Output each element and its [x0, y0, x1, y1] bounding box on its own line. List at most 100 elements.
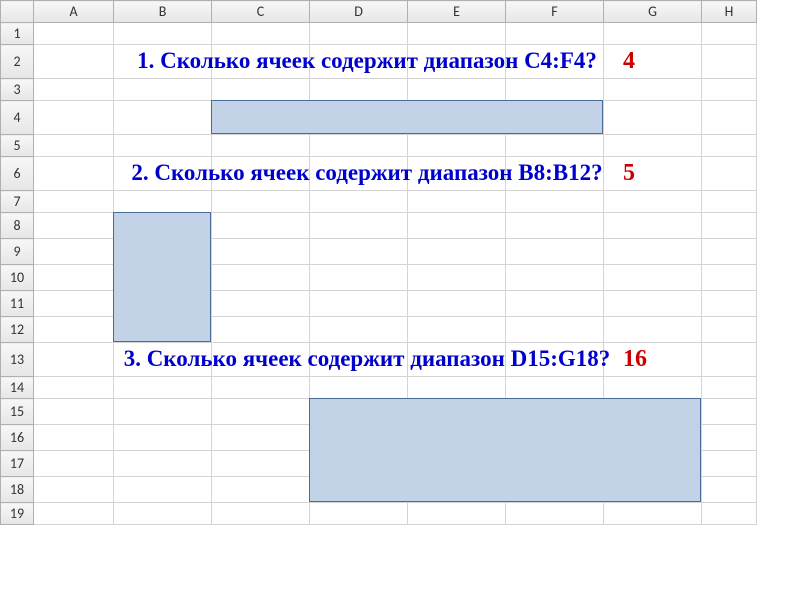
cell-D7[interactable]	[310, 191, 408, 213]
cell-E7[interactable]	[408, 191, 506, 213]
cell-F12[interactable]	[506, 317, 604, 343]
cell-D6[interactable]	[310, 157, 408, 191]
cell-F11[interactable]	[506, 291, 604, 317]
row-header-15[interactable]: 15	[1, 399, 34, 425]
row-header-9[interactable]: 9	[1, 239, 34, 265]
select-all-corner[interactable]	[1, 1, 34, 23]
cell-D2[interactable]	[310, 45, 408, 79]
cell-D18[interactable]	[310, 477, 408, 503]
cell-D5[interactable]	[310, 135, 408, 157]
cell-A6[interactable]	[34, 157, 114, 191]
cell-C6[interactable]	[212, 157, 310, 191]
cell-B12[interactable]	[114, 317, 212, 343]
cell-B3[interactable]	[114, 79, 212, 101]
cell-F1[interactable]	[506, 23, 604, 45]
cell-E17[interactable]	[408, 451, 506, 477]
cell-D10[interactable]	[310, 265, 408, 291]
cell-F4[interactable]	[506, 101, 604, 135]
cell-D17[interactable]	[310, 451, 408, 477]
cell-F15[interactable]	[506, 399, 604, 425]
cell-A19[interactable]	[34, 503, 114, 525]
cell-E1[interactable]	[408, 23, 506, 45]
cell-H4[interactable]	[702, 101, 757, 135]
cell-C8[interactable]	[212, 213, 310, 239]
cell-D12[interactable]	[310, 317, 408, 343]
cell-G9[interactable]	[604, 239, 702, 265]
row-header-19[interactable]: 19	[1, 503, 34, 525]
cell-B2[interactable]	[114, 45, 212, 79]
cell-G17[interactable]	[604, 451, 702, 477]
cell-F9[interactable]	[506, 239, 604, 265]
cell-A5[interactable]	[34, 135, 114, 157]
row-header-4[interactable]: 4	[1, 101, 34, 135]
col-header-G[interactable]: G	[604, 1, 702, 23]
cell-B9[interactable]	[114, 239, 212, 265]
cell-D16[interactable]	[310, 425, 408, 451]
cell-H19[interactable]	[702, 503, 757, 525]
cell-F17[interactable]	[506, 451, 604, 477]
cell-A7[interactable]	[34, 191, 114, 213]
cell-C4[interactable]	[212, 101, 310, 135]
cell-A16[interactable]	[34, 425, 114, 451]
cell-G19[interactable]	[604, 503, 702, 525]
col-header-A[interactable]: A	[34, 1, 114, 23]
cell-F6[interactable]	[506, 157, 604, 191]
cell-D14[interactable]	[310, 377, 408, 399]
cell-E19[interactable]	[408, 503, 506, 525]
cell-B11[interactable]	[114, 291, 212, 317]
cell-A15[interactable]	[34, 399, 114, 425]
cell-E3[interactable]	[408, 79, 506, 101]
cell-D15[interactable]	[310, 399, 408, 425]
row-header-1[interactable]: 1	[1, 23, 34, 45]
col-header-H[interactable]: H	[702, 1, 757, 23]
row-header-6[interactable]: 6	[1, 157, 34, 191]
cell-H11[interactable]	[702, 291, 757, 317]
cell-C19[interactable]	[212, 503, 310, 525]
cell-E13[interactable]	[408, 343, 506, 377]
cell-A3[interactable]	[34, 79, 114, 101]
cell-D4[interactable]	[310, 101, 408, 135]
cell-F8[interactable]	[506, 213, 604, 239]
cell-F10[interactable]	[506, 265, 604, 291]
cell-H3[interactable]	[702, 79, 757, 101]
cell-A12[interactable]	[34, 317, 114, 343]
cell-C18[interactable]	[212, 477, 310, 503]
col-header-F[interactable]: F	[506, 1, 604, 23]
cell-H6[interactable]	[702, 157, 757, 191]
cell-E4[interactable]	[408, 101, 506, 135]
cell-H5[interactable]	[702, 135, 757, 157]
cell-F3[interactable]	[506, 79, 604, 101]
cell-G1[interactable]	[604, 23, 702, 45]
cell-D1[interactable]	[310, 23, 408, 45]
cell-B16[interactable]	[114, 425, 212, 451]
col-header-B[interactable]: B	[114, 1, 212, 23]
row-header-10[interactable]: 10	[1, 265, 34, 291]
cell-B15[interactable]	[114, 399, 212, 425]
cell-G14[interactable]	[604, 377, 702, 399]
cell-B14[interactable]	[114, 377, 212, 399]
cell-C16[interactable]	[212, 425, 310, 451]
cell-A2[interactable]	[34, 45, 114, 79]
cell-H1[interactable]	[702, 23, 757, 45]
cell-C13[interactable]	[212, 343, 310, 377]
cell-B6[interactable]	[114, 157, 212, 191]
cell-C9[interactable]	[212, 239, 310, 265]
cell-B17[interactable]	[114, 451, 212, 477]
cell-H14[interactable]	[702, 377, 757, 399]
cell-G7[interactable]	[604, 191, 702, 213]
cell-G8[interactable]	[604, 213, 702, 239]
cell-H12[interactable]	[702, 317, 757, 343]
cell-A1[interactable]	[34, 23, 114, 45]
col-header-E[interactable]: E	[408, 1, 506, 23]
cell-A4[interactable]	[34, 101, 114, 135]
row-header-2[interactable]: 2	[1, 45, 34, 79]
cell-D3[interactable]	[310, 79, 408, 101]
cell-H7[interactable]	[702, 191, 757, 213]
cell-H2[interactable]	[702, 45, 757, 79]
cell-G2[interactable]	[604, 45, 702, 79]
cell-E11[interactable]	[408, 291, 506, 317]
cell-B8[interactable]	[114, 213, 212, 239]
cell-C17[interactable]	[212, 451, 310, 477]
cell-G11[interactable]	[604, 291, 702, 317]
cell-F14[interactable]	[506, 377, 604, 399]
